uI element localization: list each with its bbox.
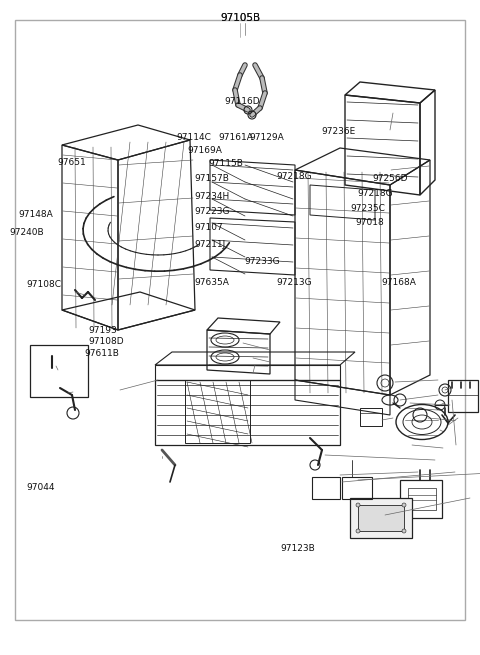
Text: 97157B: 97157B bbox=[194, 174, 229, 183]
Text: 97611B: 97611B bbox=[84, 349, 119, 358]
Bar bbox=[408, 488, 436, 510]
Text: 97161A: 97161A bbox=[218, 133, 253, 142]
Text: 97234H: 97234H bbox=[194, 192, 229, 201]
Text: 97105B: 97105B bbox=[220, 13, 260, 23]
Text: 97169A: 97169A bbox=[187, 146, 222, 155]
Text: 97044: 97044 bbox=[26, 483, 55, 493]
Bar bbox=[358, 505, 404, 531]
Text: 97256D: 97256D bbox=[372, 174, 408, 183]
Text: 97115B: 97115B bbox=[209, 159, 244, 168]
Circle shape bbox=[402, 529, 406, 533]
Text: 97651: 97651 bbox=[58, 158, 86, 167]
Text: 97105B: 97105B bbox=[220, 13, 260, 23]
Bar bbox=[312, 477, 340, 499]
Text: 97236E: 97236E bbox=[322, 126, 356, 136]
Text: 97240B: 97240B bbox=[10, 228, 44, 237]
Text: 97233G: 97233G bbox=[245, 257, 280, 267]
Text: 97114C: 97114C bbox=[177, 133, 212, 142]
Text: 97223G: 97223G bbox=[194, 207, 230, 216]
Text: 97107: 97107 bbox=[194, 223, 223, 233]
Text: 97218G: 97218G bbox=[276, 172, 312, 181]
Bar bbox=[360, 408, 382, 426]
Circle shape bbox=[402, 503, 406, 507]
Text: 97116D: 97116D bbox=[225, 97, 260, 106]
Text: 97211J: 97211J bbox=[194, 240, 226, 249]
Text: 97235C: 97235C bbox=[350, 204, 385, 213]
Text: 97213G: 97213G bbox=[276, 278, 312, 288]
Text: 97018: 97018 bbox=[355, 218, 384, 227]
Text: 97168A: 97168A bbox=[382, 278, 417, 288]
Text: 97108D: 97108D bbox=[89, 337, 124, 346]
Bar bbox=[448, 380, 478, 412]
Text: 97148A: 97148A bbox=[18, 210, 53, 219]
Text: 97635A: 97635A bbox=[194, 278, 229, 288]
Text: 97129A: 97129A bbox=[250, 133, 284, 142]
Circle shape bbox=[356, 529, 360, 533]
Text: 97123B: 97123B bbox=[281, 544, 315, 553]
Text: 97108C: 97108C bbox=[26, 280, 61, 290]
Circle shape bbox=[356, 503, 360, 507]
Text: 97218G: 97218G bbox=[358, 189, 393, 198]
Text: 97193: 97193 bbox=[89, 326, 118, 335]
Bar bbox=[350, 498, 412, 538]
Bar bbox=[342, 477, 372, 499]
Bar bbox=[400, 480, 442, 518]
Bar bbox=[30, 345, 88, 397]
